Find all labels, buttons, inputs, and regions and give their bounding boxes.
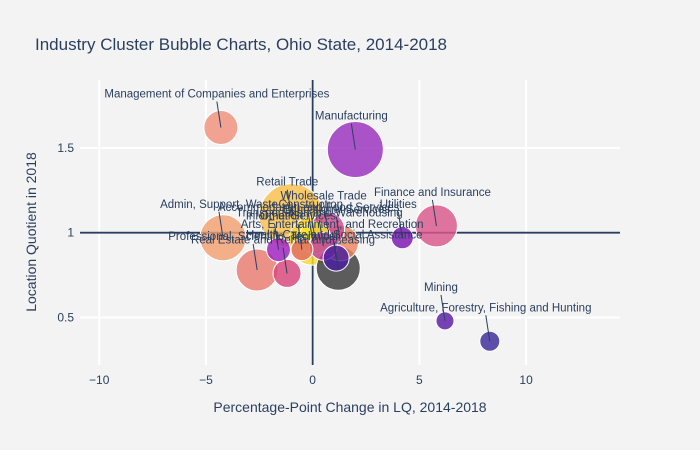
annotation-accommodation-and-food-services: Accommodation and Food Services (218, 202, 400, 214)
annotation-health-care-and-social-assistance: Health Care and Social Assistance (246, 229, 422, 241)
annotation-arrow (286, 189, 292, 216)
annotation-other-services: Other Services (260, 211, 336, 223)
annotation-arrow (318, 220, 324, 247)
annotation-information: Information (246, 211, 304, 223)
annotation-arrow (323, 203, 329, 230)
annotation-real-estate-and-rental-and-leasing: Real Estate and Rental and Leasing (191, 234, 375, 246)
annotation-agriculture-forestry-fishing-and-hunting: Agriculture, Forestry, Fishing and Hunti… (380, 302, 591, 314)
annotation-mining: Mining (424, 282, 458, 294)
annotation-transportation-and-warehousing: Transportation and Warehousing (236, 207, 403, 219)
annotation-wholesale-trade: Wholesale Trade (280, 190, 366, 202)
x-tick-label: 0 (309, 373, 316, 387)
x-tick-label: 10 (519, 373, 533, 387)
annotation-arrow (310, 211, 316, 238)
annotation-finance-and-insurance: Finance and Insurance (374, 187, 491, 199)
annotation-arrow (431, 199, 437, 226)
annotation-arrow (216, 101, 222, 128)
tick-labels: −10 −5 0 5 10 0.5 1 1.5 (57, 141, 533, 387)
annotation-arrow (485, 315, 491, 342)
x-tick-label: −10 (89, 373, 110, 387)
x-tick-label: 5 (416, 373, 423, 387)
annotation-arrow (282, 247, 288, 274)
annotation-arrow (333, 242, 339, 269)
annotation-arrow (297, 223, 303, 250)
annotation-arrow (218, 211, 224, 238)
chart-title: Industry Cluster Bubble Charts, Ohio Sta… (35, 35, 447, 54)
annotation-arrow (350, 123, 356, 150)
annotation-arrow (440, 294, 446, 321)
annotation-professional-scientific-technical: Professional, Scientific, Technical (168, 231, 338, 243)
annotation-arrow (252, 243, 258, 271)
annotation-arts-entertainment-and-recreation: Arts, Entertainment, and Recreation (241, 219, 424, 231)
annotation-admin-support-waste: Admin, Support, Waste (160, 199, 278, 211)
y-tick-label: 0.5 (57, 311, 74, 325)
annotation-management-of-companies-and-enterprises: Management of Companies and Enterprises (104, 89, 329, 101)
y-tick-label: 1.5 (57, 141, 74, 155)
annotation-arrow (331, 232, 337, 259)
annotation-construction: Construction (279, 199, 344, 211)
y-axis-title: Location Quotient in 2018 (23, 152, 39, 312)
x-tick-label: −5 (199, 373, 213, 387)
annotation-arrow (274, 223, 279, 250)
annotation-manufacturing: Manufacturing (315, 111, 388, 123)
bubbles (199, 110, 501, 352)
y-tick-label: 1 (67, 226, 74, 240)
x-axis-title: Percentage-Point Change in LQ, 2014-2018 (213, 399, 486, 415)
annotation-arrow (397, 211, 403, 238)
annotation-arrow (308, 215, 314, 242)
annotations: Management of Companies and Enterprises M… (104, 89, 591, 342)
annotation-arrow (335, 216, 341, 243)
annotation-utilities: Utilities (380, 199, 417, 211)
annotation-retail-trade: Retail Trade (256, 177, 318, 189)
annotation-educational-services: Educational Services (283, 204, 391, 216)
